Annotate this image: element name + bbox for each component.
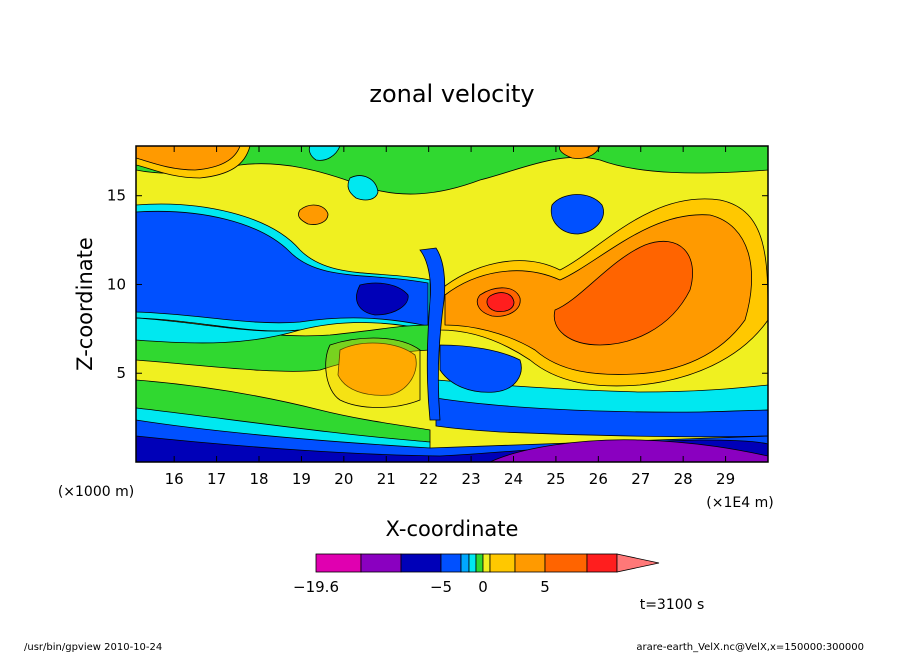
x-tick-label: 16 — [165, 470, 184, 488]
x-tick-label: 17 — [207, 470, 226, 488]
colorbar-segment — [440, 553, 462, 573]
blob-top-cyan — [308, 146, 341, 161]
colorbar-segment — [489, 553, 516, 573]
colorbar-segment — [482, 553, 491, 573]
blob-upper-right-blue — [550, 194, 604, 235]
colorbar-segment — [586, 553, 618, 573]
colorbar-segment — [468, 553, 477, 573]
colorbar-label: −5 — [430, 578, 452, 596]
y-tick-label: 10 — [107, 275, 126, 293]
x-tick-label: 26 — [589, 470, 608, 488]
y-axis: 5 10 15 — [107, 187, 768, 382]
seam-blue — [419, 247, 446, 421]
colorbar-extend-triangle — [616, 553, 660, 573]
blob-center-red — [486, 292, 515, 312]
blob-lower-blue-center — [439, 344, 522, 393]
blob-upper-orange — [298, 204, 329, 225]
colorbar-label: 0 — [478, 578, 488, 596]
colorbar-segment — [400, 553, 442, 573]
band-bottom-purple — [489, 439, 768, 462]
blob-top-orange — [559, 146, 601, 159]
y-tick-label: 15 — [107, 187, 126, 205]
band-left-blue — [136, 210, 429, 327]
x-tick-label: 21 — [377, 470, 396, 488]
x-tick-label: 25 — [546, 470, 565, 488]
x-tick-label: 24 — [504, 470, 523, 488]
y-axis-label: Z-coordinate — [73, 237, 97, 371]
x-axis: 16 17 18 19 20 21 22 23 24 25 26 27 28 29 — [165, 146, 735, 488]
colorbar — [315, 553, 660, 573]
x-tick-label: 29 — [716, 470, 735, 488]
colorbar-segment — [315, 553, 362, 573]
colorbar-label: −19.6 — [293, 578, 339, 596]
blob-left-gold — [325, 337, 421, 408]
x-tick-label: 22 — [419, 470, 438, 488]
contour-field — [136, 146, 768, 462]
x-unit-left: (×1000 m) — [58, 484, 134, 500]
band-mid-cyan — [136, 317, 301, 344]
x-axis-label: X-coordinate — [386, 517, 519, 541]
time-label: t=3100 s — [640, 597, 705, 613]
blob-right-darkorange — [553, 240, 693, 346]
colorbar-label: 5 — [540, 578, 550, 596]
colorbar-segment — [475, 553, 484, 573]
x-tick-label: 28 — [674, 470, 693, 488]
x-tick-label: 18 — [249, 470, 268, 488]
x-tick-label: 20 — [334, 470, 353, 488]
plot-frame — [135, 145, 769, 463]
blob-left-orange — [337, 342, 417, 396]
blob-upper-cyan — [347, 175, 379, 201]
x-unit-right: (×1E4 m) — [706, 495, 773, 511]
x-tick-label: 19 — [292, 470, 311, 488]
colorbar-labels: −19.6 −5 0 5 — [293, 578, 550, 596]
x-tick-label: 27 — [631, 470, 650, 488]
band-upper-orange-left — [136, 146, 241, 171]
chart-title: zonal velocity — [369, 80, 534, 108]
footer-left: /usr/bin/gpview 2010-10-24 — [24, 642, 162, 653]
footer-right: arare-earth_VelX.nc@VelX,x=150000:300000 — [636, 642, 864, 653]
band-lower-blue-right — [435, 397, 768, 438]
colorbar-segment — [460, 553, 470, 573]
colorbar-segment — [360, 553, 402, 573]
x-tick-label: 23 — [462, 470, 481, 488]
y-tick-label: 5 — [116, 364, 126, 382]
blob-navy-center — [356, 282, 409, 316]
colorbar-segment — [514, 553, 546, 573]
colorbar-segment — [544, 553, 588, 573]
